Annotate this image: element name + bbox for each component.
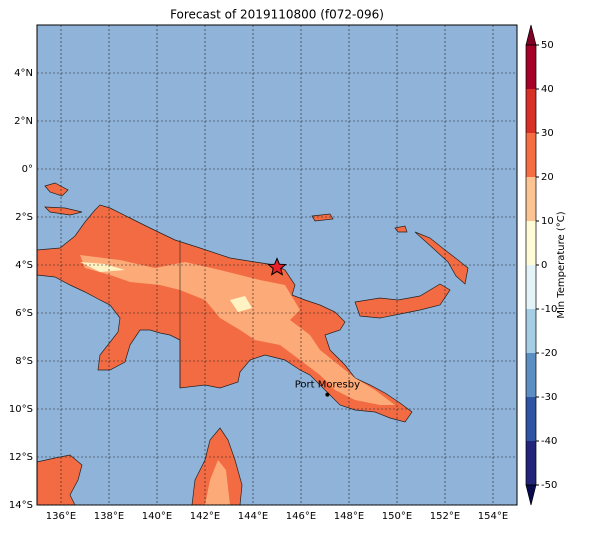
colorbar-extend [525,484,537,506]
lon-tick-label: 150°E [382,511,412,522]
colorbar-tick-label: 10 [541,216,554,227]
colorbar-band [526,45,536,89]
lon-tick-label: 140°E [142,511,172,522]
lon-tick-label: 152°E [430,511,460,522]
lon-tick-label: 146°E [286,511,316,522]
lat-tick-label: 4°N [14,68,33,79]
marker-star [267,257,287,276]
map-title: Forecast of 2019110800 (f072-096) [170,8,384,22]
colorbar-label: Min Temperature (°C) [556,211,567,318]
lon-tick-label: 136°E [46,511,76,522]
colorbar-tick-label: -30 [541,392,557,403]
colorbar-band [526,89,536,133]
colorbar-tick-label: -40 [541,436,557,447]
colorbar-tick-label: 0 [541,260,547,271]
lon-tick-label: 148°E [334,511,364,522]
lat-tick-label: 6°S [15,308,33,319]
colorbar-band [526,133,536,177]
lat-tick-label: 8°S [15,356,33,367]
lat-tick-label: 2°N [14,116,33,127]
colorbar-band [526,441,536,485]
lon-tick-label: 138°E [94,511,124,522]
lat-tick-label: 0° [22,164,33,175]
place-dot [325,392,330,397]
colorbar-tick-label: -20 [541,348,557,359]
lon-tick-label: 144°E [238,511,268,522]
colorbar-tick-label: -10 [541,304,557,315]
colorbar-tick-label: 20 [541,172,554,183]
colorbar-extend [525,24,537,46]
colorbar-tick-label: 50 [541,40,554,51]
colorbar-band [526,397,536,441]
place-label: Port Moresby [295,380,360,391]
colorbar-tick-label: 30 [541,128,554,139]
colorbar-tick-label: 40 [541,84,554,95]
lat-tick-label: 12°S [9,452,33,463]
lat-tick-label: 4°S [15,260,33,271]
lat-tick-label: 2°S [15,212,33,223]
colorbar-band [526,177,536,221]
colorbar-band [526,265,536,309]
lon-tick-label: 142°E [190,511,220,522]
colorbar-band [526,353,536,397]
land [36,182,469,506]
colorbar-band [526,221,536,265]
lon-tick-label: 154°E [478,511,508,522]
colorbar-band [526,309,536,353]
colorbar-tick-label: -50 [541,480,557,491]
lat-tick-label: 10°S [9,404,33,415]
lat-tick-label: 14°S [9,500,33,511]
